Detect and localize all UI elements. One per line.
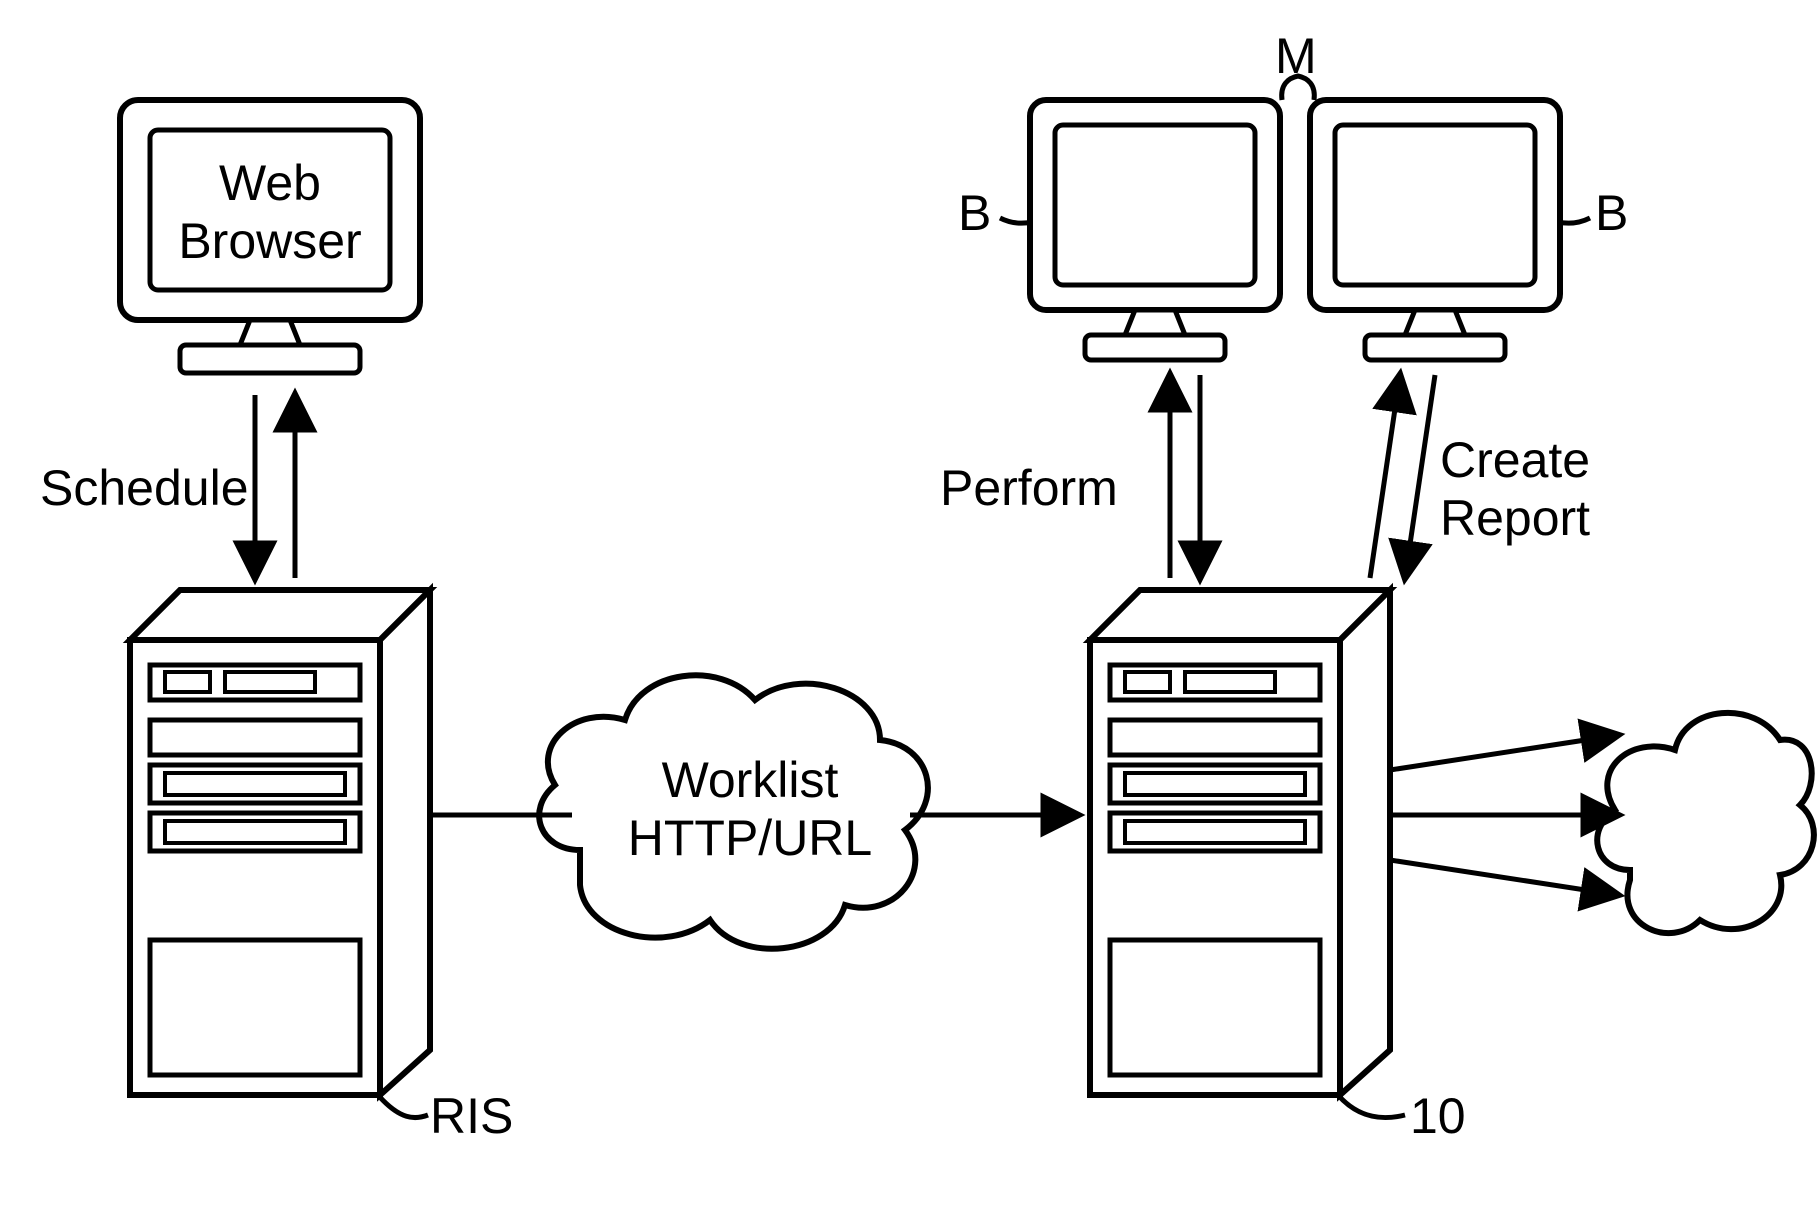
node-server-10	[1090, 590, 1405, 1118]
label-perform: Perform	[940, 460, 1150, 518]
label-b-left: B	[958, 185, 991, 243]
label-m: M	[1275, 28, 1317, 86]
label-ris: RIS	[430, 1088, 513, 1146]
label-worklist: Worklist HTTP/URL	[600, 752, 900, 867]
label-schedule: Schedule	[40, 460, 260, 518]
edge-create-report	[1370, 375, 1435, 578]
node-monitor-report	[1310, 100, 1590, 360]
label-server10: 10	[1410, 1088, 1466, 1146]
diagram-stage: Web Browser Schedule RIS Worklist HTTP/U…	[0, 0, 1817, 1232]
node-cloud-out	[1597, 713, 1814, 933]
edge-schedule	[255, 395, 295, 578]
node-server-ris	[130, 590, 430, 1118]
label-create-report: Create Report	[1440, 432, 1640, 547]
edge-perform	[1170, 375, 1200, 578]
label-web-browser: Web Browser	[160, 155, 380, 270]
edge-fanout	[1390, 735, 1618, 895]
node-monitor-perform	[1000, 100, 1280, 360]
label-b-right: B	[1595, 185, 1628, 243]
